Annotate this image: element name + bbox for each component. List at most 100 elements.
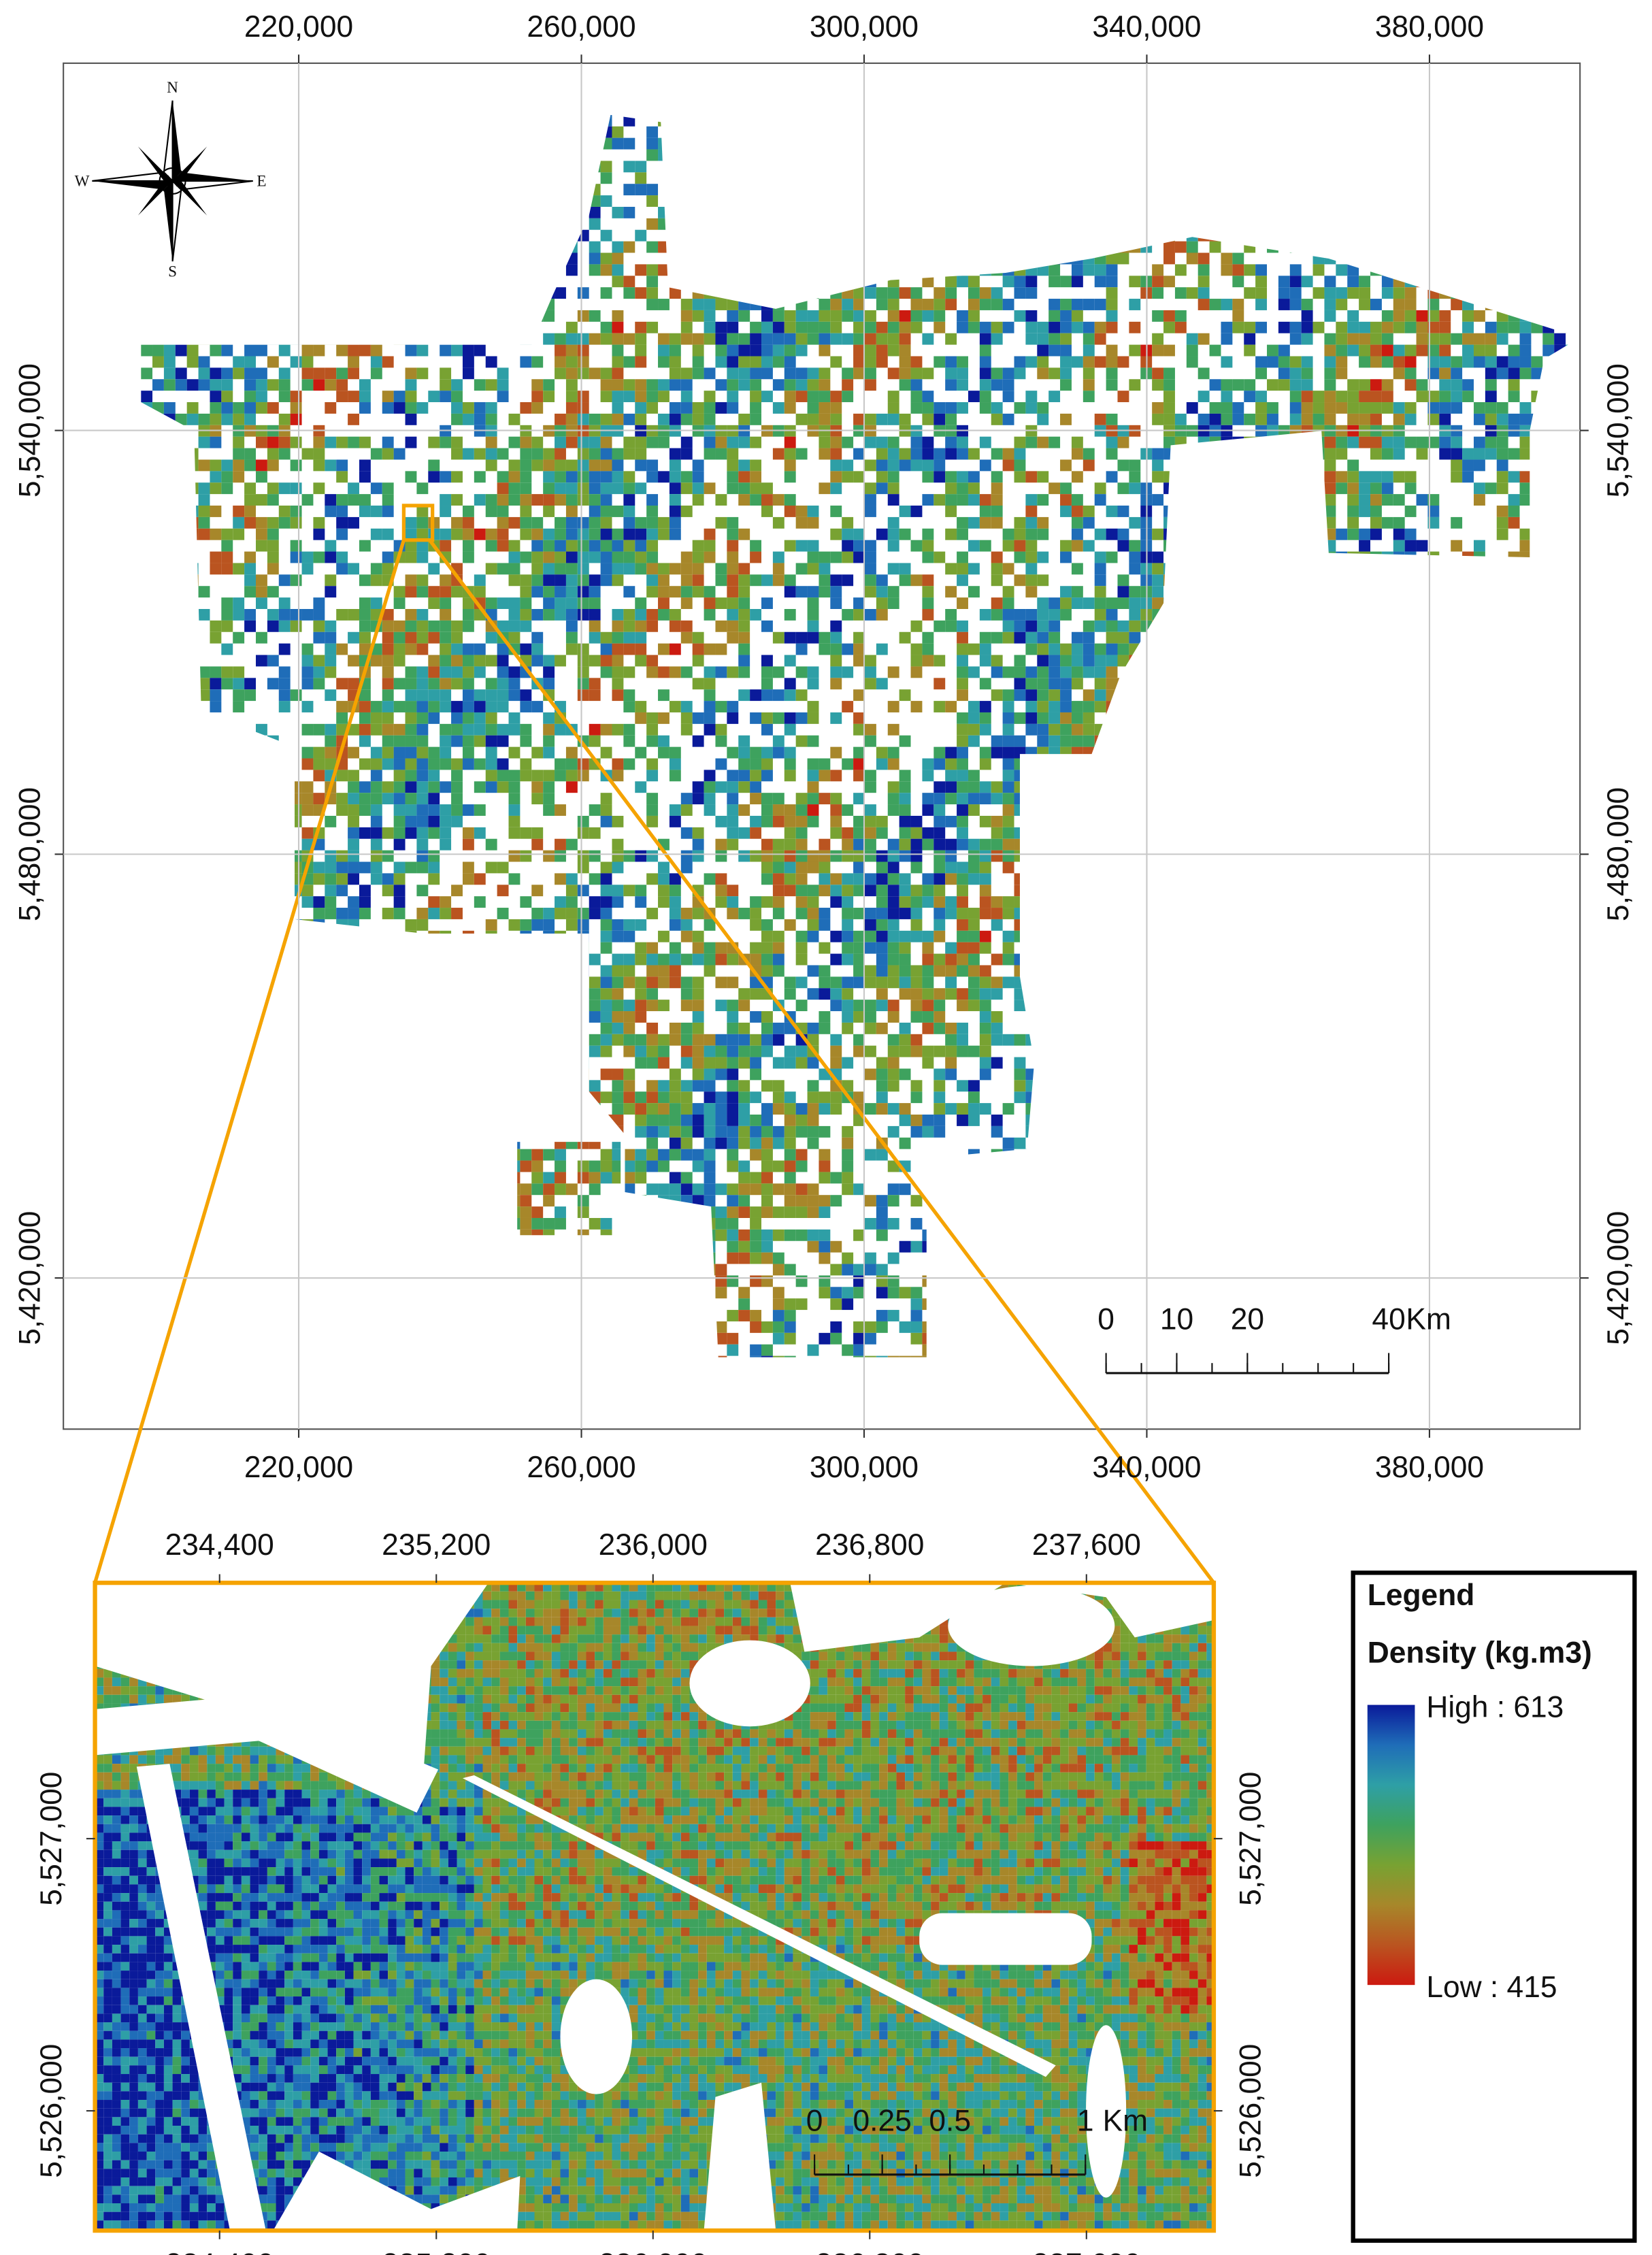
raster-cell	[1427, 436, 1440, 448]
raster-cell	[612, 206, 624, 218]
raster-cell	[301, 827, 314, 839]
raster-cell	[635, 161, 647, 173]
raster-cell	[382, 712, 394, 724]
raster-cell	[1416, 333, 1428, 345]
raster-cell	[370, 712, 382, 724]
raster-cell	[772, 746, 784, 759]
raster-cell	[945, 608, 957, 621]
raster-cell	[795, 838, 808, 851]
raster-cell	[979, 608, 991, 621]
raster-cell	[416, 815, 429, 827]
raster-cell	[370, 356, 382, 368]
raster-cell	[957, 781, 968, 793]
raster-cell	[1244, 321, 1256, 333]
raster-cell	[233, 459, 245, 472]
raster-cell	[325, 735, 337, 747]
raster-cell	[256, 631, 267, 644]
raster-cell	[1473, 482, 1485, 495]
raster-cell	[451, 436, 463, 448]
raster-cell	[370, 770, 382, 782]
raster-cell	[1267, 344, 1278, 357]
raster-cell	[543, 586, 555, 598]
raster-cell	[451, 413, 463, 425]
raster-cell	[715, 758, 727, 770]
raster-cell	[600, 643, 612, 655]
raster-cell	[715, 781, 727, 793]
raster-cell	[1404, 379, 1417, 391]
raster-cell	[922, 448, 934, 460]
raster-cell	[520, 643, 532, 655]
raster-cell	[1083, 735, 1095, 747]
raster-cell	[267, 551, 279, 563]
raster-cell	[577, 678, 589, 690]
raster-cell	[1404, 344, 1417, 357]
raster-cell	[508, 608, 521, 621]
raster-cell	[991, 838, 1003, 851]
raster-cell	[842, 666, 854, 678]
raster-cell	[795, 413, 808, 425]
raster-cell	[922, 655, 934, 667]
raster-cell	[704, 666, 716, 678]
raster-cell	[278, 367, 291, 380]
raster-cell	[1244, 391, 1256, 403]
raster-cell	[1393, 528, 1405, 540]
raster-cell	[256, 540, 267, 552]
raster-cell	[278, 608, 291, 621]
raster-cell	[853, 367, 865, 380]
raster-cell	[738, 413, 750, 425]
raster-cell	[267, 678, 279, 690]
raster-cell	[1025, 287, 1038, 299]
raster-cell	[175, 344, 187, 357]
raster-cell	[543, 666, 555, 678]
raster-cell	[600, 631, 612, 644]
raster-cell	[772, 402, 784, 414]
raster-cell	[853, 643, 865, 655]
raster-cell	[1002, 367, 1014, 380]
raster-cell	[819, 586, 831, 598]
raster-cell	[313, 367, 325, 380]
raster-cell	[761, 793, 773, 805]
raster-cell	[497, 482, 509, 495]
raster-cell	[210, 471, 222, 483]
raster-cell	[922, 586, 934, 598]
raster-cell	[451, 712, 463, 724]
raster-cell	[589, 735, 601, 747]
raster-cell	[348, 746, 359, 759]
raster-cell	[233, 608, 245, 621]
raster-cell	[313, 379, 325, 391]
raster-cell	[600, 287, 612, 299]
raster-cell	[1002, 689, 1014, 702]
raster-cell	[1071, 448, 1083, 460]
raster-cell	[336, 563, 348, 575]
raster-cell	[968, 299, 980, 310]
raster-cell	[474, 586, 486, 598]
raster-cell	[600, 321, 612, 333]
raster-cell	[1037, 264, 1049, 276]
raster-cell	[1347, 516, 1359, 529]
raster-cell	[1002, 586, 1014, 598]
raster-cell	[508, 459, 521, 472]
raster-cell	[1336, 287, 1348, 299]
raster-cell	[1324, 459, 1336, 472]
raster-cell	[612, 723, 624, 736]
raster-cell	[830, 597, 842, 609]
raster-cell	[1485, 379, 1497, 391]
raster-cell	[1152, 276, 1164, 288]
raster-cell	[922, 299, 934, 310]
raster-cell	[508, 471, 521, 483]
raster-cell	[1025, 402, 1038, 414]
raster-cell	[531, 516, 544, 529]
raster-cell	[359, 701, 371, 712]
raster-cell	[1209, 413, 1221, 425]
raster-cell	[1060, 735, 1072, 747]
raster-cell	[635, 391, 647, 403]
raster-cell	[531, 631, 544, 644]
raster-cell	[635, 459, 647, 472]
raster-cell	[290, 459, 302, 472]
raster-cell	[876, 574, 888, 587]
raster-cell	[1324, 287, 1336, 299]
raster-cell	[1025, 689, 1038, 702]
raster-cell	[1106, 367, 1118, 380]
raster-cell	[979, 402, 991, 414]
raster-cell	[750, 689, 762, 702]
